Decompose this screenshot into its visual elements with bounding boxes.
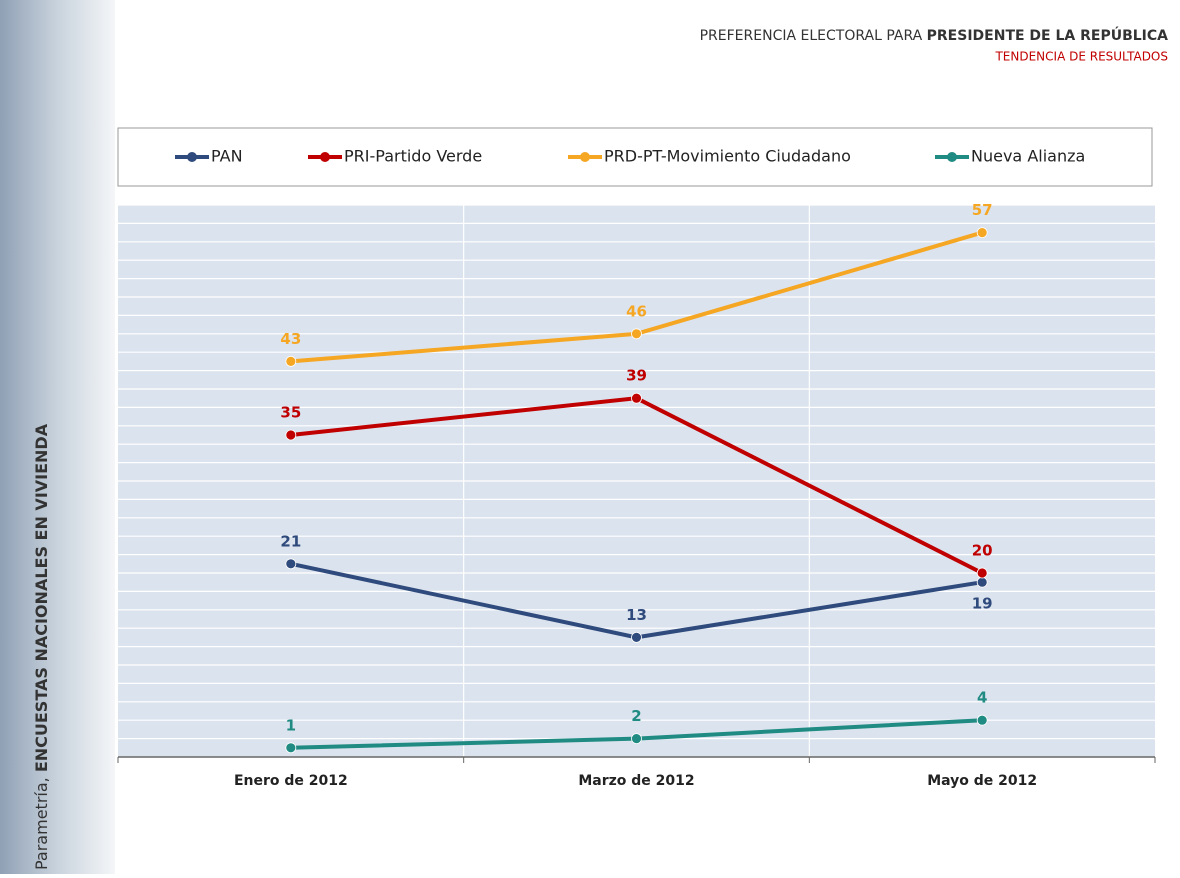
point xyxy=(632,393,642,403)
data-label: 4 xyxy=(977,689,987,707)
data-label: 20 xyxy=(972,542,993,560)
point xyxy=(632,632,642,642)
point xyxy=(977,228,987,238)
data-label: 39 xyxy=(626,367,647,385)
chart-title: PREFERENCIA ELECTORAL PARA PRESIDENTE DE… xyxy=(700,26,1169,44)
point xyxy=(286,743,296,753)
data-label: 21 xyxy=(280,532,301,550)
data-label: 57 xyxy=(972,201,993,219)
side-decoration xyxy=(0,0,115,874)
data-label: 35 xyxy=(280,404,301,422)
legend-label: PRD-PT-Movimiento Ciudadano xyxy=(604,147,851,166)
legend-marker xyxy=(580,152,590,162)
point xyxy=(977,715,987,725)
point xyxy=(286,356,296,366)
data-label: 43 xyxy=(280,330,301,348)
data-label: 46 xyxy=(626,302,647,320)
data-label: 13 xyxy=(626,606,647,624)
title-b: PRESIDENTE DE LA REPÚBLICA xyxy=(927,26,1169,44)
point xyxy=(632,329,642,339)
legend-label: Nueva Alianza xyxy=(971,147,1085,166)
point xyxy=(977,577,987,587)
data-label: 2 xyxy=(631,707,641,725)
x-tick-label: Mayo de 2012 xyxy=(927,773,1037,789)
legend-label: PRI-Partido Verde xyxy=(344,147,482,166)
title-a: PREFERENCIA ELECTORAL PARA xyxy=(700,28,923,44)
point xyxy=(286,430,296,440)
x-tick-label: Marzo de 2012 xyxy=(578,773,694,789)
legend-marker xyxy=(187,152,197,162)
x-tick-label: Enero de 2012 xyxy=(234,773,348,789)
point xyxy=(632,734,642,744)
legend-marker xyxy=(947,152,957,162)
data-label: 19 xyxy=(972,595,993,613)
side-label: Parametría, ENCUESTAS NACIONALES EN VIVI… xyxy=(32,423,51,870)
chart: Parametría, ENCUESTAS NACIONALES EN VIVI… xyxy=(0,0,1180,874)
point xyxy=(286,559,296,569)
legend-marker xyxy=(320,152,330,162)
side-label-b: ENCUESTAS NACIONALES EN VIVIENDA xyxy=(32,423,51,772)
point xyxy=(977,568,987,578)
legend-label: PAN xyxy=(211,147,243,166)
side-label-a: Parametría, xyxy=(32,777,51,870)
chart-subtitle: TENDENCIA DE RESULTADOS xyxy=(994,50,1168,64)
page: {"chart_data": {"type": "line", "title":… xyxy=(0,0,1180,874)
data-label: 1 xyxy=(286,716,296,734)
